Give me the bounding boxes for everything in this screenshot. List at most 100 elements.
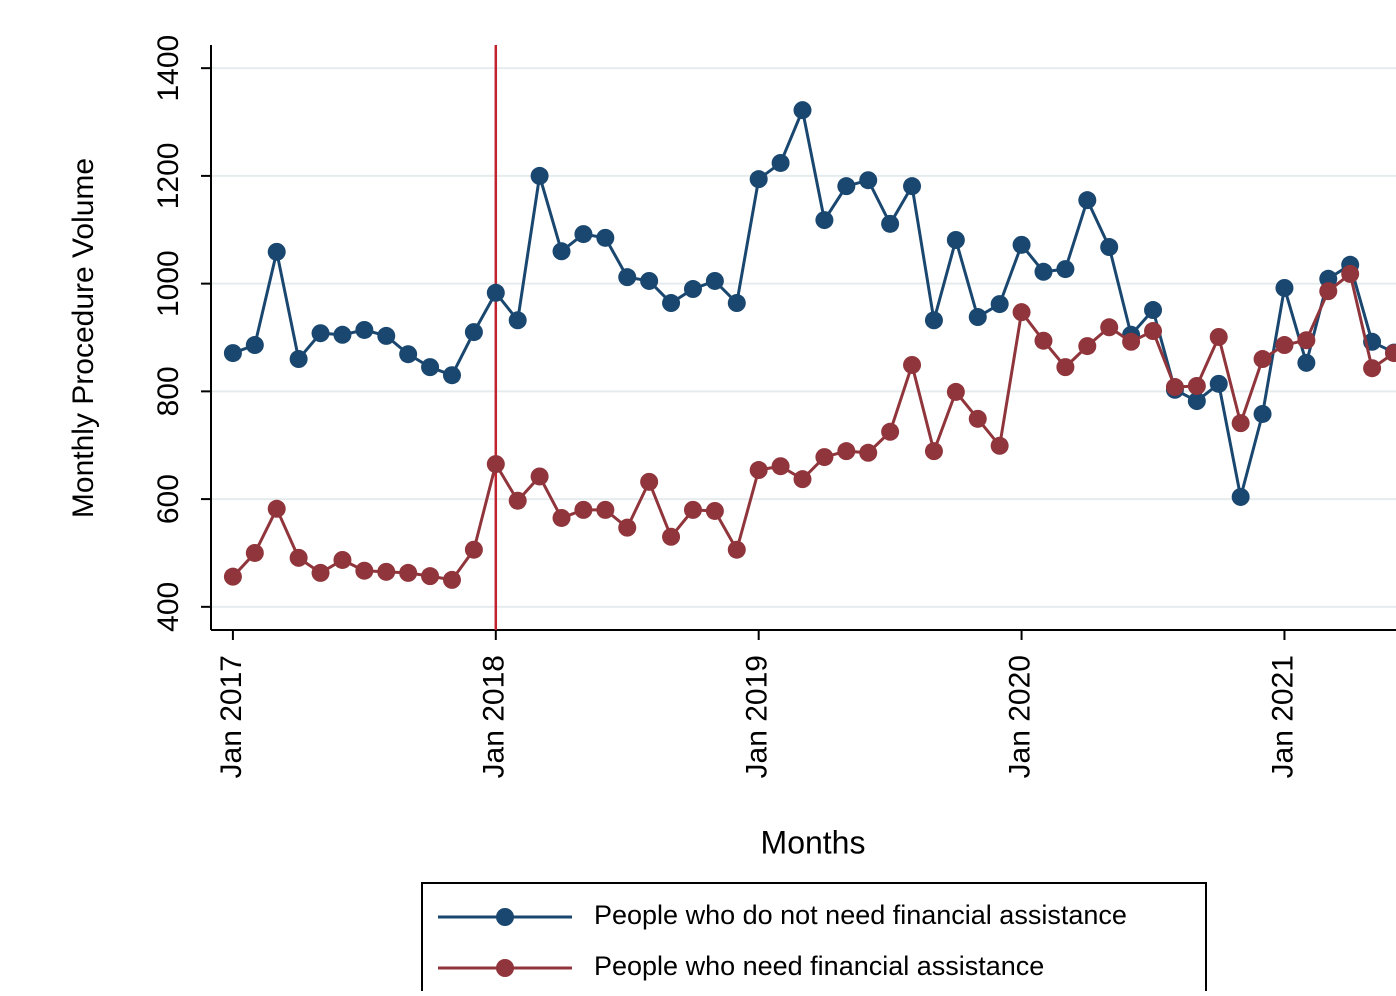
data-point xyxy=(1319,269,1338,288)
data-point xyxy=(1209,327,1228,346)
data-point xyxy=(377,562,396,581)
data-point xyxy=(683,500,702,519)
data-point xyxy=(596,228,615,247)
y-tick-label: 400 xyxy=(152,582,185,632)
data-point xyxy=(1363,359,1382,378)
data-point xyxy=(596,500,615,519)
data-point xyxy=(1056,260,1075,279)
data-point xyxy=(859,443,878,462)
data-point xyxy=(464,323,483,342)
data-point xyxy=(333,325,352,344)
data-point xyxy=(1144,322,1163,341)
data-point xyxy=(1100,318,1119,337)
x-axis-label: Months xyxy=(761,824,866,860)
data-point xyxy=(464,540,483,559)
data-point xyxy=(903,177,922,196)
data-point xyxy=(289,350,308,369)
data-point xyxy=(990,436,1009,455)
data-point xyxy=(1385,344,1396,363)
data-point xyxy=(552,508,571,527)
data-point xyxy=(859,171,878,190)
data-point xyxy=(245,336,264,355)
data-point xyxy=(727,294,746,313)
x-tick-label: Jan 2017 xyxy=(215,655,248,778)
data-point xyxy=(311,563,330,582)
legend-box xyxy=(421,882,1207,996)
data-point xyxy=(1034,331,1053,350)
data-point xyxy=(1078,191,1097,210)
data-point xyxy=(355,561,374,580)
y-tick-label: 600 xyxy=(152,474,185,524)
data-point xyxy=(727,540,746,559)
data-point xyxy=(640,271,659,290)
data-point xyxy=(1078,337,1097,356)
y-tick-label: 1200 xyxy=(152,143,185,210)
data-point xyxy=(924,311,943,330)
data-point xyxy=(881,214,900,233)
data-point xyxy=(1012,303,1031,322)
x-tick-label: Jan 2018 xyxy=(478,655,511,778)
data-point xyxy=(837,442,856,461)
data-point xyxy=(705,501,724,520)
data-point xyxy=(990,295,1009,314)
data-point xyxy=(815,448,834,467)
data-point xyxy=(1319,282,1338,301)
data-point xyxy=(377,326,396,345)
data-point xyxy=(442,366,461,385)
data-point xyxy=(1231,414,1250,433)
data-point xyxy=(771,457,790,476)
data-point xyxy=(903,355,922,374)
data-point xyxy=(1187,376,1206,395)
data-point xyxy=(1100,238,1119,257)
data-point xyxy=(1231,487,1250,506)
data-point xyxy=(1209,374,1228,393)
data-point xyxy=(1144,301,1163,320)
legend-marker xyxy=(496,908,514,926)
data-point xyxy=(1275,336,1294,355)
data-point xyxy=(1253,404,1272,423)
data-point xyxy=(245,543,264,562)
data-point xyxy=(1122,332,1141,351)
data-point xyxy=(399,345,418,364)
y-axis-label: Monthly Procedure Volume xyxy=(67,158,100,518)
data-point xyxy=(618,268,637,287)
data-point xyxy=(793,101,812,120)
data-point xyxy=(771,153,790,172)
x-tick-label: Jan 2021 xyxy=(1266,655,1299,778)
data-point xyxy=(486,455,505,474)
data-point xyxy=(662,294,681,313)
data-point xyxy=(421,567,440,586)
data-point xyxy=(924,442,943,461)
data-point xyxy=(815,211,834,230)
data-point xyxy=(1034,262,1053,281)
data-point xyxy=(1187,392,1206,411)
data-point xyxy=(618,518,637,537)
data-point xyxy=(508,311,527,330)
data-point xyxy=(1297,331,1316,350)
data-point xyxy=(399,563,418,582)
data-point xyxy=(968,409,987,428)
legend-label: People who need financial assistance xyxy=(594,951,1044,981)
legend-marker xyxy=(496,959,514,977)
y-tick-label: 1000 xyxy=(152,250,185,317)
data-point xyxy=(267,499,286,518)
data-point xyxy=(749,170,768,189)
data-point xyxy=(968,308,987,327)
data-point xyxy=(705,271,724,290)
series-line xyxy=(232,105,1395,498)
legend-label: People who do not need financial assista… xyxy=(594,900,1127,930)
y-tick-label: 1400 xyxy=(152,35,185,102)
data-point xyxy=(574,500,593,519)
data-point xyxy=(640,472,659,491)
data-point xyxy=(574,225,593,244)
x-tick-label: Jan 2020 xyxy=(1003,655,1036,778)
y-tick-label: 800 xyxy=(152,366,185,416)
data-point xyxy=(311,324,330,343)
data-point xyxy=(749,461,768,480)
data-point xyxy=(1012,235,1031,254)
data-point xyxy=(442,570,461,589)
data-point xyxy=(223,344,242,363)
data-point xyxy=(1275,278,1294,297)
data-point xyxy=(355,320,374,339)
